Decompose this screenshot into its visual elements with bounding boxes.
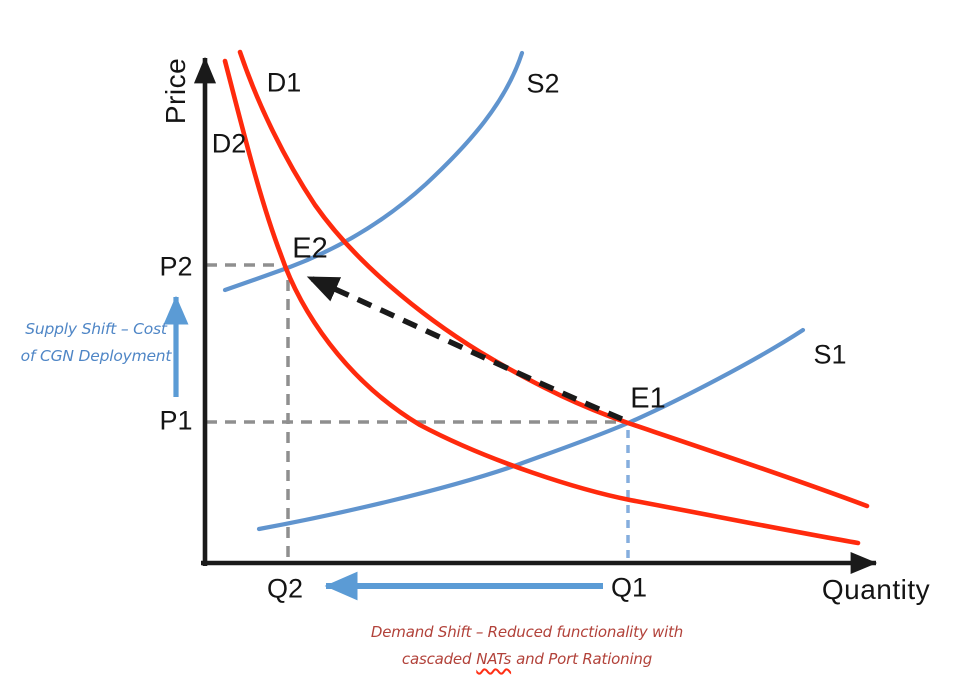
curve-label-s2: S2: [526, 68, 560, 99]
quantity-label-q2: Q2: [266, 573, 304, 604]
curve-label-d1: D1: [266, 67, 302, 98]
x-axis-title: Quantity: [821, 574, 931, 605]
equilibrium-shift-dashed-arrow: [306, 274, 624, 422]
price-label-p2: P2: [159, 251, 193, 282]
y-axis-title: Price: [160, 57, 191, 125]
demand-shift-annotation-line1: Demand Shift – Reduced functionality wit…: [370, 623, 684, 641]
equilibrium-label-e2: E2: [292, 232, 328, 265]
price-label-p1: P1: [159, 405, 193, 436]
supply-shift-annotation-line2: of CGN Deployment: [20, 347, 172, 365]
supply-curve-s2: [222, 50, 525, 293]
equilibrium-label-e1: E1: [630, 382, 666, 415]
demand-shift-annotation: Demand Shift – Reduced functionality wit…: [371, 619, 683, 673]
demand-shift-annotation-line2: cascaded NATs and Port Rationing: [371, 646, 683, 673]
quantity-label-q1: Q1: [610, 572, 648, 603]
curve-label-d2: D2: [211, 128, 247, 159]
demand-shift-word-cascaded: cascaded: [401, 650, 472, 668]
supply-shift-annotation-line1: Supply Shift – Cost: [25, 320, 167, 338]
demand-curve-d2: [222, 58, 861, 546]
demand-shift-words-rest: and Port Rationing: [516, 650, 653, 668]
demand-shift-word-nats-misspelled: NATs: [476, 650, 512, 668]
demand-curve-d1: [237, 49, 870, 509]
supply-curve-s1: [256, 327, 806, 532]
supply-shift-annotation: Supply Shift – Cost of CGN Deployment: [21, 316, 172, 370]
curve-label-s1: S1: [813, 339, 847, 370]
